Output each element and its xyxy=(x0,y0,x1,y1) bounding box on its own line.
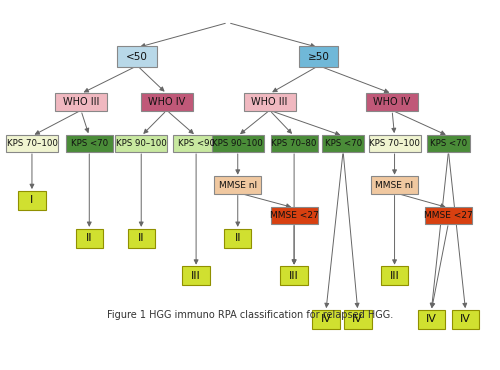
FancyBboxPatch shape xyxy=(128,229,155,248)
FancyBboxPatch shape xyxy=(428,135,470,152)
Text: III: III xyxy=(390,271,400,281)
Text: KPS 70–100: KPS 70–100 xyxy=(6,139,58,148)
FancyBboxPatch shape xyxy=(18,191,46,210)
FancyBboxPatch shape xyxy=(270,135,318,152)
FancyBboxPatch shape xyxy=(418,310,445,329)
FancyBboxPatch shape xyxy=(344,310,372,329)
FancyBboxPatch shape xyxy=(118,46,157,67)
Text: III: III xyxy=(289,271,299,281)
Text: IV: IV xyxy=(320,314,332,324)
FancyBboxPatch shape xyxy=(322,135,364,152)
FancyBboxPatch shape xyxy=(452,310,479,329)
FancyBboxPatch shape xyxy=(381,266,408,285)
FancyBboxPatch shape xyxy=(270,207,318,224)
Text: WHO IV: WHO IV xyxy=(374,97,410,107)
FancyBboxPatch shape xyxy=(425,207,472,224)
Text: MMSE <27: MMSE <27 xyxy=(270,211,318,220)
FancyBboxPatch shape xyxy=(299,46,339,67)
FancyBboxPatch shape xyxy=(368,135,420,152)
Text: KPS 90–100: KPS 90–100 xyxy=(116,139,166,148)
FancyBboxPatch shape xyxy=(224,229,252,248)
Text: WHO III: WHO III xyxy=(252,97,288,107)
Text: MMSE <27: MMSE <27 xyxy=(424,211,473,220)
Text: ≥50: ≥50 xyxy=(308,52,330,62)
Text: <50: <50 xyxy=(126,52,148,62)
FancyBboxPatch shape xyxy=(280,266,308,285)
FancyBboxPatch shape xyxy=(214,176,262,194)
FancyBboxPatch shape xyxy=(182,266,210,285)
FancyBboxPatch shape xyxy=(140,92,192,111)
Text: KPS 90–100: KPS 90–100 xyxy=(212,139,263,148)
Text: IV: IV xyxy=(352,314,363,324)
Text: IV: IV xyxy=(426,314,436,324)
Text: KPS <90: KPS <90 xyxy=(178,139,214,148)
Text: MMSE nl: MMSE nl xyxy=(376,181,414,190)
FancyBboxPatch shape xyxy=(66,135,113,152)
Text: KPS 70–80: KPS 70–80 xyxy=(272,139,317,148)
Text: KPS <70: KPS <70 xyxy=(70,139,108,148)
Text: IV: IV xyxy=(460,314,471,324)
FancyBboxPatch shape xyxy=(55,92,107,111)
Text: WHO III: WHO III xyxy=(63,97,99,107)
Text: III: III xyxy=(191,271,201,281)
FancyBboxPatch shape xyxy=(172,135,220,152)
Text: II: II xyxy=(234,233,241,243)
Text: I: I xyxy=(30,195,34,205)
Text: II: II xyxy=(86,233,92,243)
Text: KPS 70–100: KPS 70–100 xyxy=(369,139,420,148)
FancyBboxPatch shape xyxy=(312,310,340,329)
FancyBboxPatch shape xyxy=(366,92,418,111)
Text: Figure 1 HGG immuno RPA classification for relapsed HGG.: Figure 1 HGG immuno RPA classification f… xyxy=(107,310,393,320)
Text: WHO IV: WHO IV xyxy=(148,97,186,107)
Text: KPS <70: KPS <70 xyxy=(430,139,467,148)
Text: MMSE nl: MMSE nl xyxy=(218,181,257,190)
FancyBboxPatch shape xyxy=(244,92,296,111)
FancyBboxPatch shape xyxy=(212,135,264,152)
Text: II: II xyxy=(138,233,144,243)
FancyBboxPatch shape xyxy=(6,135,58,152)
FancyBboxPatch shape xyxy=(371,176,418,194)
Text: KPS <70: KPS <70 xyxy=(324,139,362,148)
FancyBboxPatch shape xyxy=(76,229,103,248)
FancyBboxPatch shape xyxy=(116,135,167,152)
